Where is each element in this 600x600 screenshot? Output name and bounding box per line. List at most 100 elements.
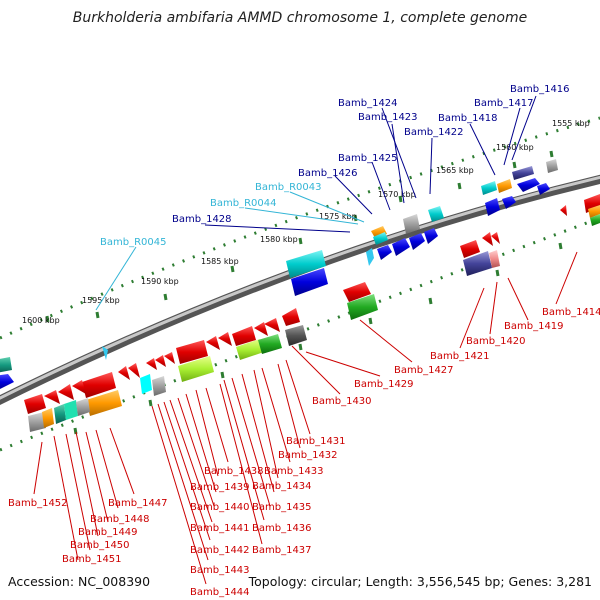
gene-arrow[interactable] [403,214,420,234]
gene-arrow[interactable] [232,326,256,346]
gene-arrow[interactable] [489,250,500,268]
gene-arrow[interactable] [286,250,326,278]
gene-arrow[interactable] [44,390,60,404]
gene-arrow[interactable] [291,268,328,296]
gene-label-bamb-1422[interactable]: Bamb_1422 [404,127,464,138]
gene-arrow[interactable] [424,228,438,244]
gene-label-bamb-1438[interactable]: Bamb_1438 [204,466,264,477]
gene-arrow[interactable] [481,181,497,195]
gene-label-bamb-1424[interactable]: Bamb_1424 [338,98,398,109]
gene-arrow[interactable] [258,334,282,354]
gene-arrow[interactable] [254,322,268,336]
gene-label-bamb-1431[interactable]: Bamb_1431 [286,436,346,447]
gene-arrow[interactable] [373,232,388,245]
gene-arrow[interactable] [491,232,500,244]
gene-label-bamb-1425[interactable]: Bamb_1425 [338,153,398,164]
gene-arrow[interactable] [560,205,567,216]
gene-arrow[interactable] [517,178,540,192]
gene-label-bamb-1421[interactable]: Bamb_1421 [430,351,490,362]
gene-label-bamb-1418[interactable]: Bamb_1418 [438,113,498,124]
gene-arrow[interactable] [218,332,232,346]
gene-arrow[interactable] [128,363,140,378]
gene-arrow[interactable] [460,240,480,258]
gene-label-bamb-1439[interactable]: Bamb_1439 [190,482,250,493]
gene-arrow[interactable] [82,372,116,398]
gene-label-bamb-r0044[interactable]: Bamb_R0044 [210,198,276,209]
gene-arrow[interactable] [392,238,410,256]
gene-label-bamb-1443[interactable]: Bamb_1443 [190,565,250,576]
gene-label-bamb-1434[interactable]: Bamb_1434 [252,481,312,492]
gene-arrow[interactable] [282,308,300,326]
gene-arrow[interactable] [178,356,214,382]
gene-label-bamb-1440[interactable]: Bamb_1440 [190,502,250,513]
gene-label-bamb-1444[interactable]: Bamb_1444 [190,587,250,598]
gene-arrow[interactable] [140,374,152,394]
gene-label-bamb-1428[interactable]: Bamb_1428 [172,214,232,225]
gene-label-bamb-1450[interactable]: Bamb_1450 [70,540,130,551]
gene-label-bamb-1414[interactable]: Bamb_1414 [542,307,600,318]
gene-label-bamb-1423[interactable]: Bamb_1423 [358,112,418,123]
gene-arrow[interactable] [176,340,208,364]
gene-arrow[interactable] [343,282,371,302]
gene-label-bamb-1416[interactable]: Bamb_1416 [510,84,570,95]
gene-arrow[interactable] [377,245,392,260]
gene-arrow[interactable] [28,412,46,432]
gene-label-bamb-r0043[interactable]: Bamb_R0043 [255,182,321,193]
gene-arrow[interactable] [64,400,78,420]
gene-arrow[interactable] [42,408,54,428]
gene-arrow[interactable] [409,233,425,250]
gene-arrow[interactable] [590,214,600,226]
gene-arrow[interactable] [206,336,220,350]
gene-label-bamb-1436[interactable]: Bamb_1436 [252,523,312,534]
gene-arrow[interactable] [428,206,444,222]
gene-arrow[interactable] [76,398,90,416]
gene-arrow[interactable] [463,251,492,276]
gene-label-bamb-1451[interactable]: Bamb_1451 [62,554,122,565]
gene-arrow[interactable] [146,358,157,370]
gene-arrow[interactable] [588,205,600,218]
gene-arrow[interactable] [366,248,374,266]
gene-arrow[interactable] [152,376,166,396]
gene-arrow[interactable] [502,196,516,209]
gene-arrow[interactable] [0,357,12,373]
gene-label-bamb-1420[interactable]: Bamb_1420 [466,336,526,347]
gene-arrow[interactable] [102,346,108,360]
gene-arrow[interactable] [0,374,14,390]
gene-label-bamb-1433[interactable]: Bamb_1433 [264,466,324,477]
gene-arrow[interactable] [512,166,534,180]
gene-label-bamb-1419[interactable]: Bamb_1419 [504,321,564,332]
gene-label-bamb-1426[interactable]: Bamb_1426 [298,168,358,179]
gene-label-bamb-1430[interactable]: Bamb_1430 [312,396,372,407]
gene-arrow[interactable] [155,355,166,367]
gene-arrow[interactable] [72,380,86,394]
gene-arrow[interactable] [347,294,378,320]
gene-arrow[interactable] [482,232,493,246]
kbp-label: 1590 kbp [141,277,179,286]
gene-label-bamb-1442[interactable]: Bamb_1442 [190,545,250,556]
gene-arrow[interactable] [497,179,512,193]
gene-arrow[interactable] [24,394,46,414]
gene-arrow[interactable] [264,318,280,332]
gene-label-bamb-1449[interactable]: Bamb_1449 [78,527,138,538]
gene-label-bamb-1432[interactable]: Bamb_1432 [278,450,338,461]
gene-label-bamb-1448[interactable]: Bamb_1448 [90,514,150,525]
gene-arrow[interactable] [485,198,500,216]
gene-label-bamb-1435[interactable]: Bamb_1435 [252,502,312,513]
gene-arrow[interactable] [546,159,558,173]
gene-arrow[interactable] [118,366,130,380]
gene-arrow[interactable] [285,325,307,346]
gene-arrow[interactable] [236,339,264,360]
gene-label-bamb-1427[interactable]: Bamb_1427 [394,365,454,376]
gene-arrow[interactable] [54,404,66,424]
gene-label-bamb-1437[interactable]: Bamb_1437 [252,545,312,556]
gene-arrow[interactable] [164,352,175,364]
gene-arrow[interactable] [86,390,122,416]
gene-label-bamb-1452[interactable]: Bamb_1452 [8,498,68,509]
gene-label-bamb-1429[interactable]: Bamb_1429 [354,379,414,390]
gene-label-bamb-1417[interactable]: Bamb_1417 [474,98,534,109]
gene-arrow[interactable] [58,384,74,400]
gene-label-bamb-1441[interactable]: Bamb_1441 [190,523,250,534]
gene-label-bamb-1447[interactable]: Bamb_1447 [108,498,168,509]
gene-arrow[interactable] [537,183,550,195]
gene-label-bamb-r0045[interactable]: Bamb_R0045 [100,237,166,248]
